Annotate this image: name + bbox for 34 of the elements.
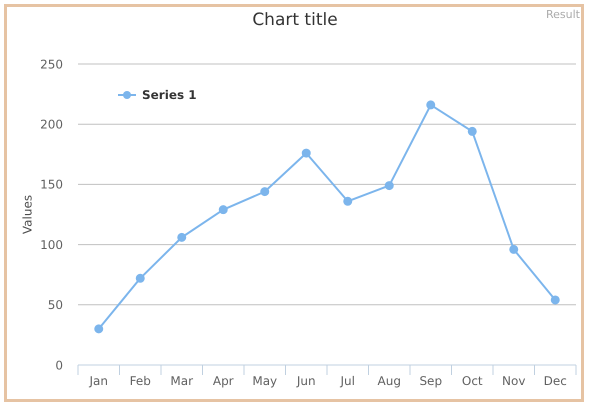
point [468,126,477,136]
point [177,232,186,242]
point [260,187,270,196]
x-tick-label: Dec [544,374,567,388]
point [426,100,436,110]
x-tick-label: May [252,374,278,388]
legend-label: Series 1 [142,88,197,102]
y-tick-label: 50 [48,298,63,312]
y-tick-label: 150 [40,178,63,192]
y-tick-label: 200 [40,117,63,132]
x-tick-label: Apr [212,374,234,388]
x-tick-label: Nov [502,374,526,388]
x-tick-label: Mar [170,374,194,388]
x-tick-label: Sep [419,374,442,388]
point [136,274,145,283]
x-tick-label: Oct [462,374,483,388]
point [550,295,560,304]
y-tick-label: 0 [55,358,63,372]
point [509,244,518,254]
x-tick-label: Aug [378,374,401,388]
y-axis-title: Values [20,194,34,234]
chart-title: Chart title [252,10,338,30]
x-tick-label: Jun [296,374,316,388]
text: Result [546,8,580,21]
y-tick-label: 250 [40,57,63,72]
point [218,205,228,214]
point [302,148,311,158]
y-tick-label: 100 [40,238,63,252]
x-tick-label: Jan [88,374,108,388]
point [343,196,352,206]
point [384,181,394,190]
point [94,324,104,334]
x-tick-label: Jul [340,374,355,388]
x-tick-label: Feb [130,374,151,388]
